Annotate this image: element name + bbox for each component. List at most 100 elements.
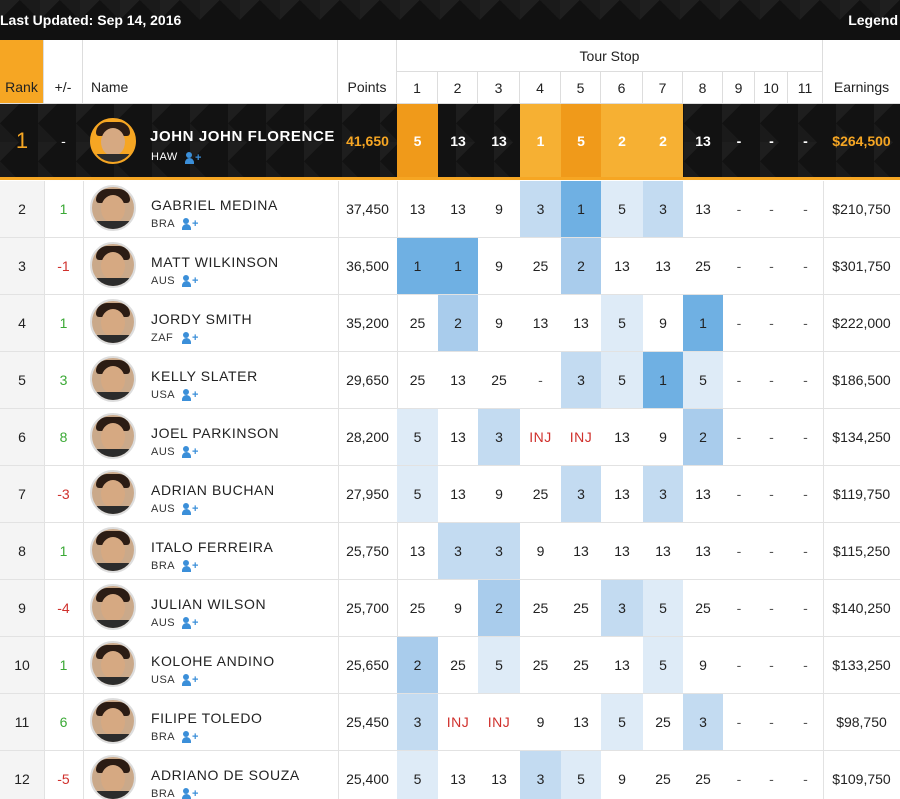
table-row[interactable]: 1 1 9 25 2 13 13 25 - - - 3 -1 MATT WILKINSON AUS +36,5… [0, 238, 900, 295]
follow-surfer-icon[interactable]: + [182, 332, 200, 344]
surfer-name[interactable]: ADRIANO DE SOUZA [151, 767, 300, 783]
table-row[interactable]: 5 13 13 3 5 9 25 25- - -12 -5 ADRIANO DE SOUZA BRA +2… [0, 751, 900, 799]
follow-surfer-icon[interactable]: + [182, 560, 200, 572]
stop-result-10: - [769, 771, 774, 787]
surfer-points: 25,450 [346, 714, 389, 730]
follow-surfer-icon[interactable]: + [182, 389, 200, 401]
leader-row[interactable]: 1- JOHN JOHN FLORENCE HAW +41,650 5 13 13 1 5 2 2 1… [0, 104, 900, 180]
stop-result-9: - [736, 258, 742, 274]
table-row[interactable]: 25 9 2 25 25 3 5 25- - -9 -4 JULIAN WILSON AUS +25,70… [0, 580, 900, 637]
rank-number: 6 [18, 429, 26, 445]
table-row[interactable]: 3 INJ INJ 9 13 5 25 3- - -11 6 FILIPE TOLEDO BRA +25,… [0, 694, 900, 751]
leader-name[interactable]: JOHN JOHN FLORENCE [150, 128, 335, 145]
icon-plus: + [192, 674, 199, 686]
stop-result-6: 5 [601, 181, 643, 237]
avatar-face [101, 423, 125, 451]
surfer-country: USA [151, 389, 176, 401]
stop-result-2: 13 [450, 429, 466, 445]
rank-change: -4 [57, 600, 70, 616]
column-divider [397, 580, 398, 636]
follow-surfer-icon[interactable]: + [182, 731, 200, 743]
table-row[interactable]: 25 2 9 13 13 5 9 1- - -4 1 JORDY SMITH ZAF +35,200 $22… [0, 295, 900, 352]
surfer-name[interactable]: ITALO FERREIRA [151, 539, 274, 555]
surfer-name[interactable]: FILIPE TOLEDO [151, 710, 263, 726]
table-row[interactable]: 25 13 25-3 5 1 5- - -5 3 KELLY SLATER USA +29,650 $1… [0, 352, 900, 409]
stop-result-10: - [769, 315, 774, 331]
legend-button[interactable]: Legend [848, 12, 898, 28]
table-row[interactable]: 5 13 9 25 3 13 3 13 - - - 7 -3 ADRIAN BUCHAN AUS +27,95… [0, 466, 900, 523]
rank-cell-bg [0, 466, 44, 522]
stop-result-6: 5 [601, 352, 643, 408]
column-divider [83, 694, 84, 750]
icon-head [183, 275, 189, 281]
surfer-name[interactable]: KELLY SLATER [151, 368, 258, 384]
surfer-name[interactable]: ADRIAN BUCHAN [151, 482, 275, 498]
column-divider [44, 352, 45, 408]
follow-surfer-icon[interactable]: + [182, 674, 200, 686]
surfer-name[interactable]: MATT WILKINSON [151, 254, 279, 270]
rank-number: 7 [18, 486, 26, 502]
table-row[interactable]: 13 3 3 9 13 13 13 13- - -8 1 ITALO FERREIRA BRA +25,7… [0, 523, 900, 580]
column-divider [83, 637, 84, 693]
surfer-name[interactable]: JOEL PARKINSON [151, 425, 280, 441]
leader-stop-6: 2 [601, 104, 643, 177]
column-divider [83, 295, 84, 351]
surfer-name[interactable]: JORDY SMITH [151, 311, 253, 327]
stop-result-10: - [769, 201, 774, 217]
stop-result-2: INJ [446, 714, 470, 730]
column-divider [823, 181, 824, 237]
avatar-face [101, 594, 125, 622]
follow-surfer-icon[interactable]: + [185, 152, 203, 164]
surfer-name[interactable]: JULIAN WILSON [151, 596, 267, 612]
rank-cell-bg [0, 694, 44, 750]
surfer-country: BRA [151, 731, 176, 743]
table-row[interactable]: 13 13 9 3 1 5 3 13- - -2 1 GABRIEL MEDINA BRA +37,450… [0, 181, 900, 238]
stop-result-8: 13 [695, 543, 711, 559]
header-tour-stop: Tour Stop [397, 40, 823, 72]
column-divider [397, 295, 398, 351]
surfer-earnings: $186,500 [832, 372, 891, 388]
follow-surfer-icon[interactable]: + [182, 275, 200, 287]
stop-result-2: 13 [450, 201, 466, 217]
follow-surfer-icon[interactable]: + [182, 446, 200, 458]
follow-surfer-icon[interactable]: + [182, 617, 200, 629]
surfer-name[interactable]: KOLOHE ANDINO [151, 653, 275, 669]
table-row[interactable]: 5 13 3 INJ INJ 13 9 2- - -6 8 JOEL PARKINSON AUS +28,… [0, 409, 900, 466]
stop-result-6: 5 [601, 295, 643, 351]
stop-result-3: 5 [478, 637, 520, 693]
stop-result-5: 3 [561, 466, 601, 522]
follow-surfer-icon[interactable]: + [182, 218, 200, 230]
surfer-earnings: $301,750 [832, 258, 891, 274]
leader-stop-5: 5 [561, 104, 601, 177]
stop-result-2: 13 [450, 372, 466, 388]
stop-result-11: - [803, 771, 808, 787]
surfer-country: AUS [151, 617, 176, 629]
icon-body [182, 680, 191, 686]
stop-result-1: 5 [397, 466, 438, 522]
surfer-avatar [90, 470, 136, 516]
rank-cell-bg [0, 409, 44, 465]
stop-result-3: 2 [478, 580, 520, 636]
column-divider [83, 466, 84, 522]
column-divider [823, 637, 824, 693]
stop-result-10: - [769, 600, 774, 616]
stop-result-8: 25 [695, 771, 711, 787]
surfer-points: 25,400 [346, 771, 389, 787]
surfer-name[interactable]: GABRIEL MEDINA [151, 197, 278, 213]
column-divider [338, 181, 339, 237]
rank-number: 4 [18, 315, 26, 331]
follow-surfer-icon[interactable]: + [182, 503, 200, 515]
stop-result-4: 9 [536, 543, 545, 559]
column-divider [338, 751, 339, 799]
column-divider [823, 751, 824, 799]
rank-change: 1 [59, 543, 68, 559]
stop-result-8: 25 [695, 600, 711, 616]
follow-surfer-icon[interactable]: + [182, 788, 200, 799]
stop-result-3: 13 [491, 771, 507, 787]
column-divider [338, 466, 339, 522]
table-row[interactable]: 2 25 5 25 25 13 5 9- - -10 1 KOLOHE ANDINO USA +25,65… [0, 637, 900, 694]
stop-result-1: 25 [409, 315, 426, 331]
column-divider [44, 238, 45, 294]
stop-result-8: 2 [683, 409, 723, 465]
column-divider [338, 637, 339, 693]
